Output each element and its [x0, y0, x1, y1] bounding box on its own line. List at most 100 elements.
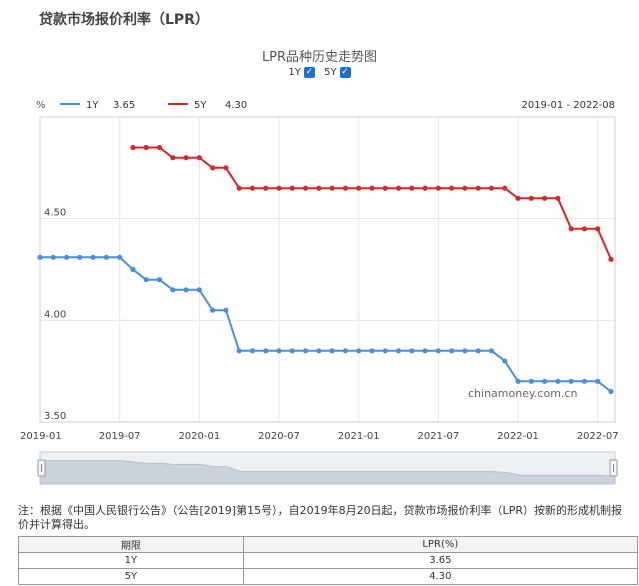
data-point-1y[interactable] [210, 307, 216, 313]
data-point-1y[interactable] [382, 348, 388, 354]
data-point-5y[interactable] [196, 155, 202, 161]
data-point-1y[interactable] [263, 348, 269, 354]
data-point-5y[interactable] [183, 155, 189, 161]
data-point-1y[interactable] [289, 348, 295, 354]
data-point-5y[interactable] [342, 185, 349, 191]
page-title: 贷款市场报价利率（LPR） [39, 12, 209, 28]
data-point-1y[interactable] [595, 378, 601, 384]
data-point-1y[interactable] [475, 348, 481, 354]
data-point-1y[interactable] [568, 378, 574, 384]
data-point-5y[interactable] [276, 185, 282, 191]
data-point-5y[interactable] [356, 185, 362, 191]
lpr-table: 期限 LPR(%) 1Y 3.65 5Y 4.30 [18, 536, 639, 585]
data-point-5y[interactable] [143, 144, 149, 151]
range-navigator[interactable] [37, 451, 618, 485]
data-point-5y[interactable] [316, 185, 322, 191]
toggle-5y[interactable]: 5Y ✓ [324, 67, 351, 78]
data-point-1y[interactable] [329, 348, 335, 354]
data-point-1y[interactable] [435, 348, 441, 354]
data-point-5y[interactable] [156, 144, 163, 151]
data-point-5y[interactable] [435, 185, 441, 191]
data-point-1y[interactable] [462, 348, 468, 354]
data-point-1y[interactable] [90, 254, 96, 260]
data-point-1y[interactable] [409, 348, 415, 354]
y-tick-label: 3.50 [44, 411, 66, 422]
chart-grid [39, 117, 615, 423]
data-point-1y[interactable] [183, 287, 189, 293]
data-point-5y[interactable] [555, 195, 561, 201]
data-point-5y[interactable] [263, 185, 269, 191]
data-point-1y[interactable] [50, 254, 56, 260]
data-point-1y[interactable] [37, 254, 43, 260]
data-point-5y[interactable] [581, 226, 588, 232]
data-point-1y[interactable] [249, 348, 256, 354]
data-point-5y[interactable] [502, 185, 508, 191]
data-point-1y[interactable] [302, 348, 309, 354]
checkbox-5y-icon[interactable]: ✓ [339, 67, 351, 78]
data-point-5y[interactable] [449, 185, 455, 191]
data-point-1y[interactable] [502, 358, 508, 364]
data-point-1y[interactable] [130, 266, 136, 273]
data-point-1y[interactable] [422, 348, 428, 354]
data-point-5y[interactable] [395, 185, 402, 191]
checkbox-1y-icon[interactable]: ✓ [303, 67, 315, 78]
data-point-5y[interactable] [369, 185, 375, 191]
data-point-5y[interactable] [462, 185, 468, 191]
data-point-1y[interactable] [342, 348, 349, 354]
table-cell-term: 5Y [18, 568, 244, 585]
data-point-5y[interactable] [210, 165, 216, 171]
x-tick-label: 2019-07 [99, 431, 141, 442]
data-point-1y[interactable] [196, 287, 202, 293]
data-point-5y[interactable] [595, 226, 601, 232]
data-point-5y[interactable] [528, 195, 534, 201]
data-point-1y[interactable] [77, 254, 83, 260]
data-point-1y[interactable] [449, 348, 455, 354]
table-row: 5Y 4.30 [18, 568, 639, 585]
data-point-1y[interactable] [276, 348, 282, 354]
data-point-5y[interactable] [223, 165, 229, 171]
data-point-5y[interactable] [542, 195, 548, 201]
data-point-1y[interactable] [555, 378, 561, 384]
data-point-1y[interactable] [608, 388, 614, 395]
data-point-5y[interactable] [289, 185, 295, 191]
data-point-5y[interactable] [409, 185, 415, 191]
data-point-5y[interactable] [170, 155, 176, 161]
data-point-5y[interactable] [329, 185, 335, 191]
y-tick-label: 4.50 [44, 208, 66, 219]
data-point-1y[interactable] [515, 378, 521, 384]
data-point-1y[interactable] [356, 348, 362, 354]
series-line-5y [133, 146, 612, 260]
data-point-1y[interactable] [316, 348, 322, 354]
watermark-text: chinamoney.com.cn [468, 387, 577, 400]
data-point-1y[interactable] [488, 348, 495, 354]
data-point-1y[interactable] [223, 307, 229, 313]
data-point-5y[interactable] [608, 256, 614, 262]
data-point-5y[interactable] [568, 226, 574, 232]
data-point-5y[interactable] [236, 185, 242, 191]
data-point-1y[interactable] [156, 277, 163, 283]
data-point-1y[interactable] [581, 378, 588, 384]
data-point-1y[interactable] [369, 348, 375, 354]
data-point-5y[interactable] [475, 185, 481, 191]
data-point-1y[interactable] [395, 348, 402, 354]
data-point-5y[interactable] [249, 185, 256, 191]
data-point-1y[interactable] [63, 254, 70, 260]
toggle-1y[interactable]: 1Y ✓ [288, 67, 315, 78]
data-point-1y[interactable] [103, 254, 109, 260]
table-cell-term: 1Y [18, 552, 244, 569]
chart-title: LPR品种历史走势图 [261, 50, 378, 65]
data-point-5y[interactable] [422, 185, 428, 191]
x-tick-label: 2022-01 [497, 431, 539, 442]
data-point-1y[interactable] [236, 348, 242, 354]
x-tick-label: 2019-01 [20, 431, 62, 442]
data-point-1y[interactable] [528, 378, 534, 384]
data-point-5y[interactable] [130, 144, 136, 151]
data-point-5y[interactable] [488, 185, 495, 191]
data-point-5y[interactable] [515, 195, 521, 201]
data-point-1y[interactable] [542, 378, 548, 384]
data-point-1y[interactable] [170, 287, 176, 293]
data-point-1y[interactable] [143, 277, 149, 283]
data-point-5y[interactable] [382, 185, 388, 191]
data-point-1y[interactable] [117, 254, 123, 260]
data-point-5y[interactable] [302, 185, 309, 191]
